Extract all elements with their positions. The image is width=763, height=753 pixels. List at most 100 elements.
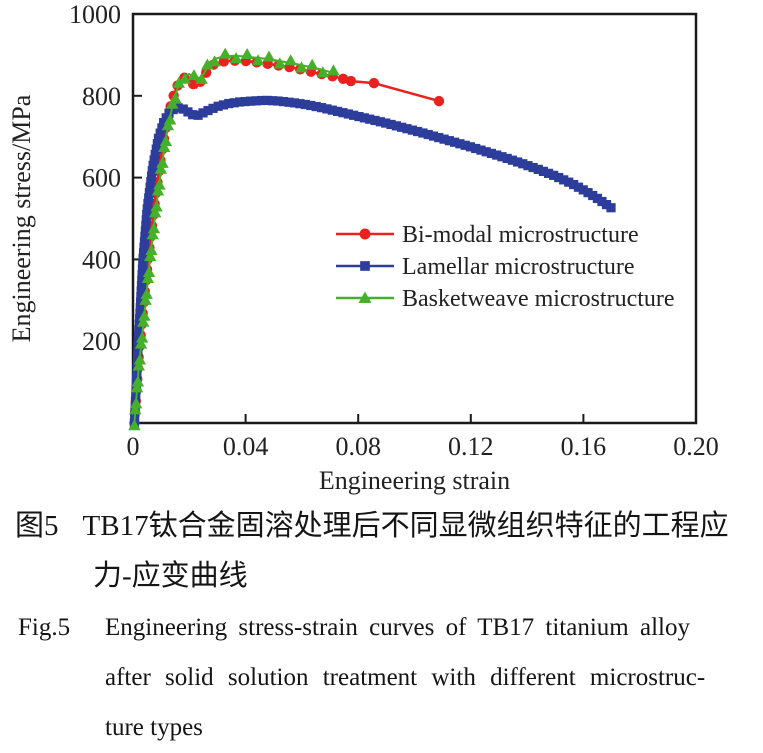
lamellar-marker	[359, 113, 369, 123]
lamellar-marker	[133, 352, 143, 362]
lamellar-marker	[397, 122, 407, 132]
lamellar-marker	[203, 105, 213, 116]
lamellar-marker	[138, 259, 148, 269]
legend-label: Basketweave microstructure	[402, 286, 675, 312]
lamellar-marker	[523, 161, 533, 171]
lamellar-marker	[343, 109, 353, 119]
lamellar-marker	[481, 147, 491, 157]
lamellar-marker	[138, 253, 148, 263]
basketweave-marker	[129, 397, 143, 409]
lamellar-marker	[159, 118, 169, 128]
lamellar-marker	[268, 96, 278, 106]
basketweave-marker	[158, 140, 171, 152]
lamellar-marker	[134, 330, 144, 340]
lamellar-marker	[146, 171, 157, 181]
lamellar-marker	[148, 160, 158, 170]
lamellar-marker	[136, 292, 146, 302]
y-axis: 200 400 600 800 1000	[69, 0, 142, 356]
lamellar-marker	[554, 172, 564, 183]
lamellar-marker	[386, 119, 396, 130]
lamellar-marker	[262, 95, 272, 106]
lamellar-marker	[300, 99, 310, 110]
lamellar-marker	[502, 153, 512, 164]
basketweave-marker	[178, 72, 191, 84]
legend-item-lamellar: Lamellar microstructure	[336, 254, 635, 280]
basketweave-marker	[295, 61, 308, 73]
x-tick-label: 0.20	[673, 432, 719, 461]
figure-number-zh: 图5	[15, 510, 59, 542]
basketweave-marker	[169, 92, 182, 104]
y-tick-label: 1000	[69, 0, 121, 29]
basketweave-marker	[208, 55, 221, 67]
lamellar-marker	[434, 133, 444, 143]
lamellar-marker	[533, 164, 543, 174]
lamellar-marker	[213, 101, 223, 111]
lamellar-marker	[139, 242, 149, 252]
basketweave-marker	[128, 419, 141, 431]
lamellar-marker	[370, 115, 380, 126]
y-tick-label: 200	[82, 327, 121, 356]
x-tick-label: 0.04	[223, 432, 269, 461]
basketweave-marker	[154, 162, 168, 174]
lamellar-marker	[140, 231, 150, 241]
lamellar-marker	[135, 303, 145, 313]
basketweave-marker	[187, 69, 201, 81]
legend-label: Lamellar microstructure	[402, 254, 635, 280]
basketweave-marker	[156, 156, 169, 168]
lamellar-marker	[208, 103, 218, 113]
lamellar-marker	[407, 125, 417, 135]
legend-item-bi-modal: Bi-modal microstructure	[336, 222, 639, 248]
lamellar-marker	[155, 128, 165, 138]
basketweave-marker	[159, 135, 173, 147]
lamellar-marker	[428, 131, 439, 141]
basketweave-marker	[135, 331, 149, 343]
lamellar-marker	[564, 177, 574, 187]
bi-modal-marker	[345, 75, 357, 87]
y-axis-title: Engineering stress/MPa	[7, 94, 36, 342]
basketweave-marker	[273, 57, 287, 69]
lamellar-marker	[306, 100, 316, 111]
lamellar-marker	[132, 368, 142, 379]
lamellar-marker	[178, 104, 188, 114]
lamellar-marker	[240, 96, 250, 107]
lamellar-marker	[229, 98, 239, 108]
lamellar-marker	[246, 96, 256, 106]
lamellar-marker	[135, 297, 146, 307]
lamellar-marker	[135, 308, 145, 318]
lamellar-marker	[289, 98, 300, 108]
basketweave-marker	[139, 293, 152, 305]
y-tick-label: 400	[82, 245, 121, 274]
legend: Bi-modal microstructure Lamellar microstr…	[336, 222, 675, 312]
lamellar-marker	[538, 166, 549, 176]
lamellar-marker	[146, 177, 156, 187]
lamellar-marker	[151, 144, 161, 154]
basketweave-marker	[151, 184, 165, 196]
legend-item-basketweave: Basketweave microstructure	[336, 286, 675, 312]
x-axis: 0 0.04 0.08 0.12 0.16 0.20	[127, 414, 719, 461]
lamellar-marker	[573, 182, 584, 192]
lamellar-marker	[157, 123, 167, 133]
figure-number-en: Fig.5	[18, 614, 71, 641]
lamellar-marker	[188, 110, 198, 120]
bi-modal-marker	[433, 95, 445, 107]
basketweave-marker	[327, 64, 340, 76]
lamellar-marker	[142, 204, 152, 214]
lamellar-marker	[235, 97, 245, 107]
lamellar-marker	[316, 103, 327, 113]
basketweave-marker	[195, 72, 208, 84]
x-tick-label: 0.12	[448, 432, 494, 461]
stress-strain-chart: 0 0.04 0.08 0.12 0.16 0.20 200 400 600 800 1000 Eng…	[7, 0, 719, 495]
lamellar-marker	[144, 187, 155, 198]
lamellar-marker	[375, 117, 385, 127]
lamellar-marker	[559, 175, 569, 185]
lamellar-marker	[251, 96, 261, 106]
bi-modal-marker	[218, 56, 230, 67]
lamellar-marker	[139, 237, 150, 247]
basketweave-marker	[218, 47, 232, 59]
lamellar-marker	[349, 110, 359, 120]
lamellar-marker	[141, 220, 151, 230]
lamellar-marker	[360, 261, 370, 271]
lamellar-marker	[583, 188, 593, 198]
x-axis-title: Engineering strain	[319, 466, 510, 495]
x-tick-label: 0.08	[335, 432, 381, 461]
